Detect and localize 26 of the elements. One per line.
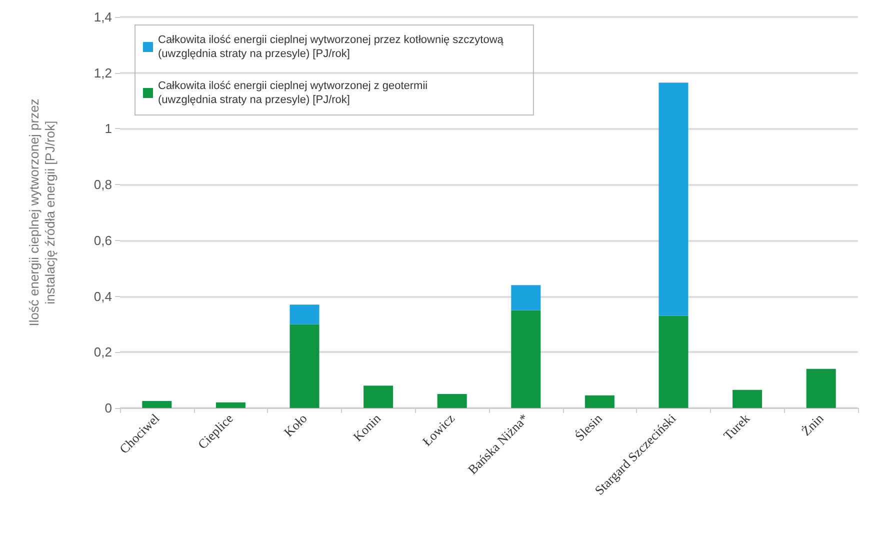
bar <box>806 368 836 408</box>
bar <box>290 324 320 408</box>
legend-label: Całkowita ilość energii cieplnej wytworzonej z geotermii (uwzględnia straty na przesyle) [PJ/rok] <box>158 80 428 106</box>
y-tick-label: 0,2 <box>94 344 112 360</box>
x-tick-label: Koło <box>280 410 310 440</box>
bar <box>437 394 467 408</box>
bar <box>142 401 172 408</box>
y-tick-label: 1,2 <box>94 65 112 80</box>
x-tick-label: Żnin <box>798 410 827 439</box>
bar <box>658 316 688 408</box>
bar <box>216 402 246 408</box>
bar <box>658 82 688 316</box>
y-tick-label: 1 <box>104 121 112 136</box>
bar <box>511 285 541 310</box>
bar <box>290 304 320 324</box>
bar <box>511 310 541 408</box>
y-tick-label: 1,4 <box>94 10 112 24</box>
y-tick-label: 0 <box>104 400 112 416</box>
y-axis-title: Ilość energii cieplnej wytworzonej przez instalację źródła energii [PJ/rok] <box>26 98 58 326</box>
y-tick-label: 0,4 <box>94 288 112 304</box>
bar <box>732 390 762 408</box>
legend-label: Całkowita ilość energii cieplnej wytworzonej przez kotłownię szczytową (uwzględnia straty na przesyle) [PJ/rok] <box>158 34 504 60</box>
y-tick-label: 0,8 <box>94 177 112 192</box>
bar <box>364 386 394 408</box>
bar <box>584 395 614 408</box>
y-tick-label: 0,6 <box>94 232 112 248</box>
